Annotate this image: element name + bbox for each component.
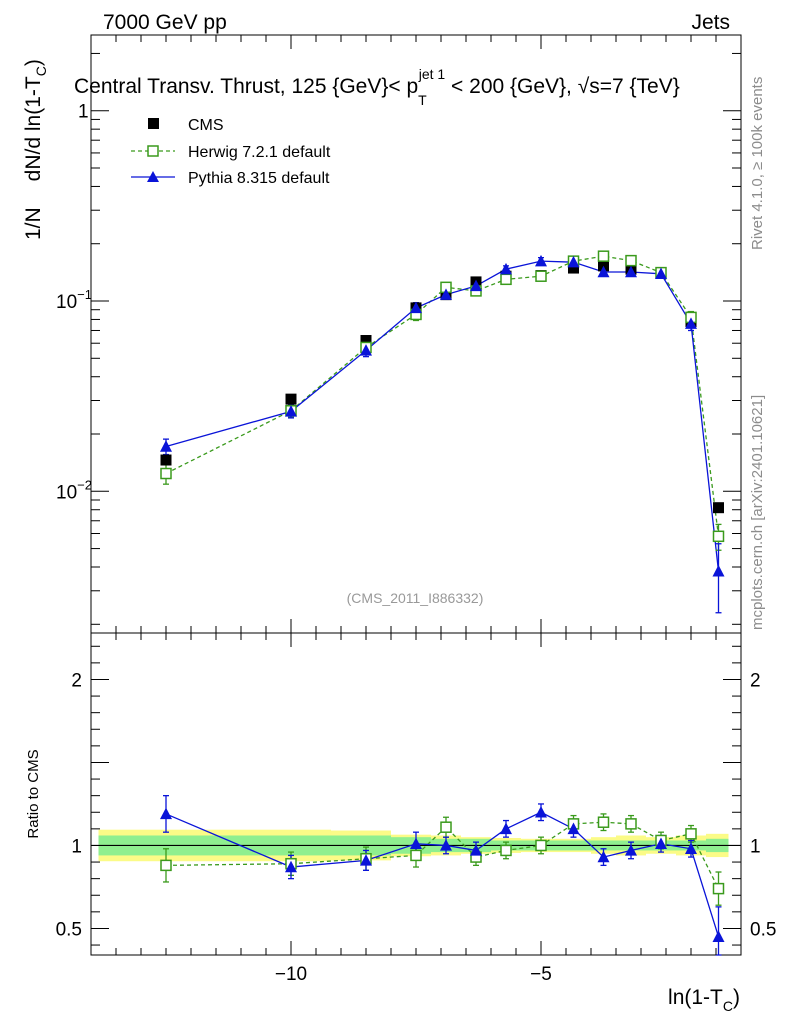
cms-point xyxy=(285,393,297,405)
title-sub: T xyxy=(418,92,427,108)
herwig-ratio-point xyxy=(440,821,452,833)
legend-marker-cms xyxy=(148,118,159,129)
y-tick-label-ratio-right: 0.5 xyxy=(750,919,776,940)
herwig-point xyxy=(535,270,547,282)
cms-point xyxy=(360,335,372,347)
y-tick-label-ratio: 1 xyxy=(71,836,82,857)
y-tick-label-main: 10−1 xyxy=(56,287,92,313)
pythia-point xyxy=(360,344,372,356)
legend-marker-herwig xyxy=(147,145,159,157)
analysis-id: (CMS_2011_I886332) xyxy=(347,590,484,606)
title-sqrt: √s xyxy=(578,75,600,98)
xlabel-close: ) xyxy=(733,986,740,1009)
pythia-ratio-point xyxy=(567,822,580,835)
pythia-point xyxy=(410,301,422,314)
herwig-point xyxy=(500,273,512,286)
pythia-ratio-point xyxy=(410,837,422,850)
herwig-ratio-point xyxy=(712,882,725,895)
pythia-point xyxy=(500,262,512,275)
y-tick-label-ratio: 0.5 xyxy=(56,919,82,940)
cms-point xyxy=(568,262,579,274)
ratio-panel-frame xyxy=(90,632,742,956)
title-sup: jet 1 xyxy=(418,66,446,82)
ylabel-sub: C xyxy=(33,66,49,76)
y-axis-label-main: 1/N dN/d ln(1-TC) xyxy=(22,59,49,240)
y-tick-label-ratio-right: 2 xyxy=(750,670,761,691)
legend-marker-pythia xyxy=(147,171,159,182)
pythia-point xyxy=(655,267,667,280)
herwig-ratio-point xyxy=(410,849,422,862)
herwig-point xyxy=(597,250,610,262)
pythia-point xyxy=(597,265,610,278)
cms-point xyxy=(160,454,172,466)
title-end: =7 {TeV} xyxy=(600,75,680,98)
ylabel-deriv: dN/d ln(1-T xyxy=(22,76,45,181)
herwig-ratio-point xyxy=(500,844,512,857)
x-axis-label: ln(1-TC) xyxy=(668,986,740,1014)
herwig-point xyxy=(625,254,637,267)
pythia-ratio-point xyxy=(655,837,667,850)
x-tick-label: −10 xyxy=(275,964,307,985)
legend: CMS Herwig 7.2.1 default Pythia 8.315 de… xyxy=(131,117,331,187)
side-rivet: Rivet 4.1.0, ≥ 100k events xyxy=(749,77,766,250)
title-rest: < 200 {GeV}, xyxy=(445,75,578,98)
pythia-ratio-point xyxy=(535,805,547,818)
y-tick-label-main: 10−2 xyxy=(56,477,92,503)
main-plot-area xyxy=(160,250,725,614)
pythia-ratio-point xyxy=(685,842,697,854)
herwig-ratio-point xyxy=(535,839,547,852)
herwig-point xyxy=(160,467,172,480)
pythia-ratio-point xyxy=(597,850,610,863)
herwig-ratio-point xyxy=(160,859,172,872)
pythia-line xyxy=(165,260,720,572)
cms-point xyxy=(713,502,724,514)
y-axis-label-ratio: Ratio to CMS xyxy=(25,749,42,838)
y-tick-label-main: 1 xyxy=(78,102,89,123)
pythia-point xyxy=(567,255,580,268)
x-tick-label: −5 xyxy=(530,964,552,985)
pythia-point xyxy=(685,317,697,329)
xlabel-sub: C xyxy=(723,998,733,1014)
plot-title: Central Transv. Thrust, 125 {GeV}< pTjet… xyxy=(74,66,680,108)
pythia-point xyxy=(285,405,297,417)
ylabel-close: ) xyxy=(22,59,45,66)
ratio-plot-area xyxy=(91,795,741,956)
pythia-point xyxy=(160,440,172,452)
pythia-point xyxy=(470,279,482,292)
herwig-ratio-point xyxy=(685,828,697,840)
legend-label-pythia: Pythia 8.315 default xyxy=(188,170,330,187)
axes: −10 −5 10−2 10−1 1 0.5 0.5 1 1 2 2 xyxy=(56,35,776,985)
pythia-point xyxy=(440,288,452,300)
pythia-ratio-point xyxy=(360,854,372,866)
pythia-ratio-point xyxy=(285,860,297,873)
pythia-point xyxy=(712,564,725,577)
header-right: Jets xyxy=(691,11,730,34)
pythia-ratio-point xyxy=(500,822,512,835)
y-tick-label-ratio-right: 1 xyxy=(750,836,761,857)
herwig-ratio-point xyxy=(625,818,637,830)
title-main: Central Transv. Thrust, 125 {GeV}< p xyxy=(74,75,418,98)
pythia-ratio-point xyxy=(625,844,637,856)
side-mcplots: mcplots.cern.ch [arXiv:2401.10621] xyxy=(749,395,766,630)
pythia-ratio-point xyxy=(470,844,482,856)
header-left: 7000 GeV pp xyxy=(103,11,227,34)
pythia-ratio-point xyxy=(712,930,725,942)
legend-label-herwig: Herwig 7.2.1 default xyxy=(188,144,331,161)
pythia-ratio-point xyxy=(440,839,452,851)
pythia-point xyxy=(625,265,637,278)
pythia-point xyxy=(535,254,547,267)
xlabel-main: ln(1-T xyxy=(668,986,723,1009)
legend-label-cms: CMS xyxy=(188,117,224,134)
y-tick-label-ratio: 2 xyxy=(71,670,82,691)
pythia-ratio-point xyxy=(160,807,172,820)
ylabel-norm: 1/N xyxy=(22,207,45,240)
herwig-ratio-point xyxy=(597,816,610,828)
herwig-point xyxy=(712,530,725,543)
